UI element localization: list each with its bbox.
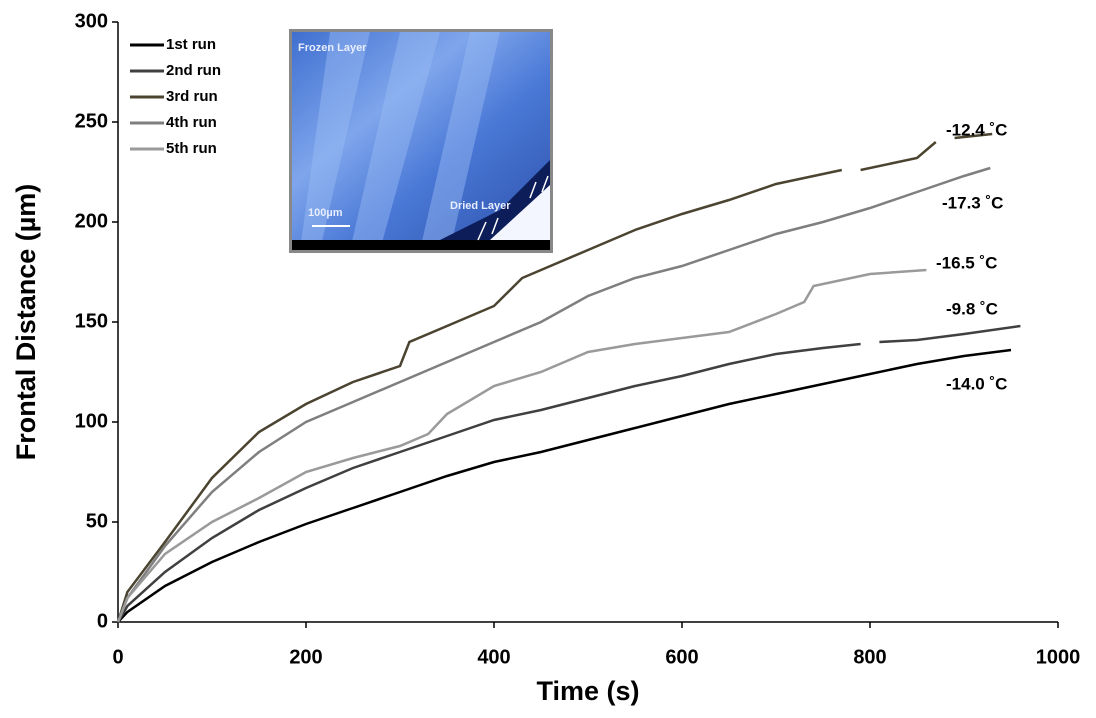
y-tick-label: 150 <box>75 310 108 332</box>
y-tick-label: 300 <box>75 10 108 32</box>
x-tick-label: 600 <box>665 646 698 668</box>
annotation: -17.3 ˚C <box>942 193 1003 212</box>
y-tick-label: 50 <box>86 510 108 532</box>
inset-arrows <box>477 175 549 241</box>
annotation: -14.0 ˚C <box>946 374 1007 393</box>
series-line <box>116 324 1021 623</box>
inset-image: Frozen Layer 100µm Dried Layer <box>289 29 553 253</box>
annotation: -12.4 ˚C <box>946 120 1007 139</box>
series-line <box>116 268 927 623</box>
x-tick-label: 800 <box>853 646 886 668</box>
series-line <box>116 166 991 623</box>
inset-bar <box>292 240 550 250</box>
x-tick-label: 400 <box>477 646 510 668</box>
x-tick-label: 1000 <box>1036 646 1081 668</box>
y-tick-label: 0 <box>97 610 108 632</box>
inset-texture <box>300 32 500 250</box>
inset-label: 100µm <box>308 207 343 219</box>
legend-label: 4th run <box>166 114 217 131</box>
legend-label: 2nd run <box>166 62 221 79</box>
inset-label: Frozen Layer <box>298 42 367 54</box>
x-axis-label: Time (s) <box>536 676 639 706</box>
series-line <box>116 132 993 623</box>
y-tick-label: 250 <box>75 110 108 132</box>
y-axis-label: Frontal Distance (µm) <box>11 184 41 461</box>
annotation: -16.5 ˚C <box>936 253 997 272</box>
inset-void <box>490 185 550 240</box>
annotation: -9.8 ˚C <box>946 299 998 318</box>
x-tick-label: 0 <box>112 646 123 668</box>
legend-label: 1st run <box>166 36 216 53</box>
x-tick-label: 200 <box>289 646 322 668</box>
legend-label: 5th run <box>166 140 217 157</box>
series-line <box>117 348 1012 623</box>
inset-label: Dried Layer <box>450 200 511 212</box>
y-tick-label: 200 <box>75 210 108 232</box>
legend-label: 3rd run <box>166 88 218 105</box>
y-tick-label: 100 <box>75 410 108 432</box>
